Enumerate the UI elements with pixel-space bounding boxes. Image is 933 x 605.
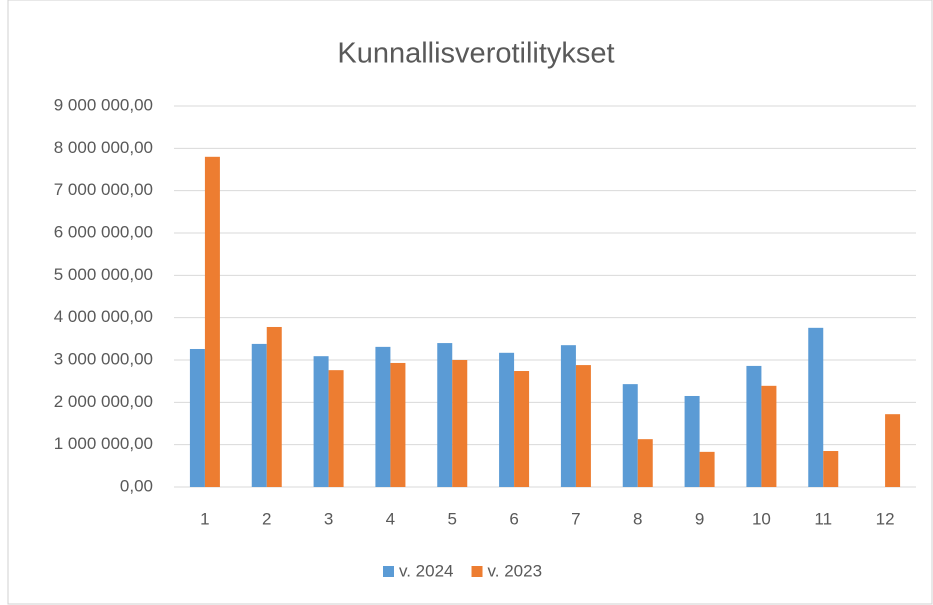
legend-label: v. 2024 <box>399 561 454 580</box>
x-tick-label: 10 <box>752 509 771 528</box>
bar <box>885 414 901 487</box>
bar <box>328 370 344 487</box>
legend-label: v. 2023 <box>488 561 543 580</box>
bar <box>499 352 515 487</box>
bar <box>575 365 591 487</box>
bar <box>808 327 824 487</box>
y-tick-label: 8 000 000,00 <box>54 138 153 157</box>
bar <box>204 156 220 488</box>
y-tick-label: 5 000 000,00 <box>54 265 153 284</box>
bar <box>437 343 453 487</box>
bar <box>390 362 406 487</box>
bar <box>746 365 762 487</box>
x-tick-label: 1 <box>200 509 209 528</box>
y-tick-label: 7 000 000,00 <box>54 180 153 199</box>
x-tick-label: 3 <box>324 509 333 528</box>
y-tick-label: 4 000 000,00 <box>54 307 153 326</box>
bar <box>637 439 653 487</box>
x-tick-label: 4 <box>386 509 395 528</box>
chart-title: Kunnallisverotilitykset <box>337 38 614 70</box>
bar <box>560 345 576 487</box>
x-tick-label: 5 <box>448 509 457 528</box>
bar <box>699 451 715 487</box>
bar <box>622 384 638 487</box>
bar <box>266 326 282 487</box>
legend-swatch <box>471 566 483 577</box>
x-tick-label: 6 <box>509 509 518 528</box>
bar <box>684 395 700 487</box>
x-tick-label: 7 <box>571 509 580 528</box>
chart-border <box>7 0 933 605</box>
y-tick-label: 6 000 000,00 <box>54 222 153 241</box>
bar <box>251 343 267 487</box>
bar <box>761 385 777 487</box>
y-tick-label: 9 000 000,00 <box>54 95 153 114</box>
y-tick-label: 1 000 000,00 <box>54 434 153 453</box>
bar <box>375 346 391 487</box>
bar <box>823 451 839 487</box>
legend-swatch <box>383 566 394 577</box>
x-tick-label: 2 <box>262 509 271 528</box>
x-tick-label: 8 <box>633 509 642 528</box>
y-tick-label: 0,00 <box>120 476 153 495</box>
x-tick-label: 12 <box>876 509 895 528</box>
bar <box>514 371 530 487</box>
x-tick-label: 11 <box>814 509 832 528</box>
bar <box>313 356 329 487</box>
bar <box>189 348 205 487</box>
y-tick-label: 3 000 000,00 <box>54 349 153 368</box>
bar <box>452 360 468 487</box>
x-tick-label: 9 <box>695 509 704 528</box>
y-tick-label: 2 000 000,00 <box>54 392 153 411</box>
